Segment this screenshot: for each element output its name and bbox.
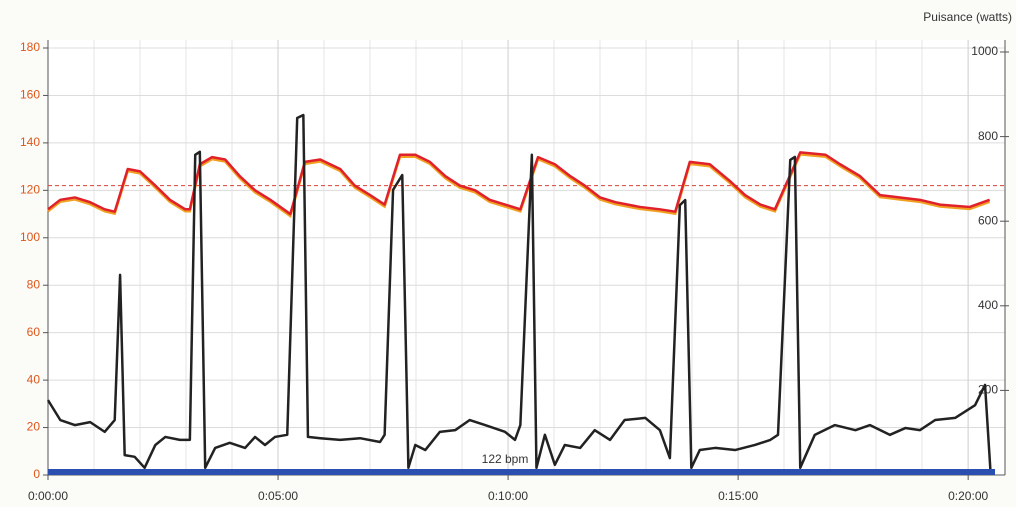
y2-tick-label: 800 bbox=[978, 129, 998, 143]
y-tick-label: 20 bbox=[27, 420, 41, 434]
y2-tick-label: 400 bbox=[978, 298, 998, 312]
y2-tick-label: 600 bbox=[978, 213, 998, 227]
y-tick-label: 140 bbox=[20, 135, 40, 149]
y2-tick-label: 200 bbox=[978, 383, 998, 397]
y-tick-label: 60 bbox=[27, 325, 41, 339]
x-tick-label: 0:05:00 bbox=[258, 489, 298, 503]
data-line bbox=[47, 151, 991, 216]
x-tick-label: 0:20:00 bbox=[948, 489, 988, 503]
y2-axis-label: Puisance (watts) bbox=[923, 10, 1012, 24]
y-tick-label: 40 bbox=[27, 372, 41, 386]
x-tick-label: 0:15:00 bbox=[718, 489, 758, 503]
y-tick-label: 180 bbox=[20, 40, 40, 54]
y-tick-label: 80 bbox=[27, 277, 41, 291]
reference-label: 122 bpm bbox=[482, 452, 529, 466]
y-tick-label: 160 bbox=[20, 88, 40, 102]
y-tick-label: 0 bbox=[33, 467, 40, 481]
y-tick-label: 100 bbox=[20, 230, 40, 244]
x-tick-label: 0:10:00 bbox=[488, 489, 528, 503]
data-line bbox=[46, 113, 992, 471]
x-tick-label: 0:00:00 bbox=[28, 489, 68, 503]
y-tick-label: 120 bbox=[20, 183, 40, 197]
lap-bar bbox=[48, 469, 995, 475]
y2-tick-label: 1000 bbox=[971, 44, 998, 58]
